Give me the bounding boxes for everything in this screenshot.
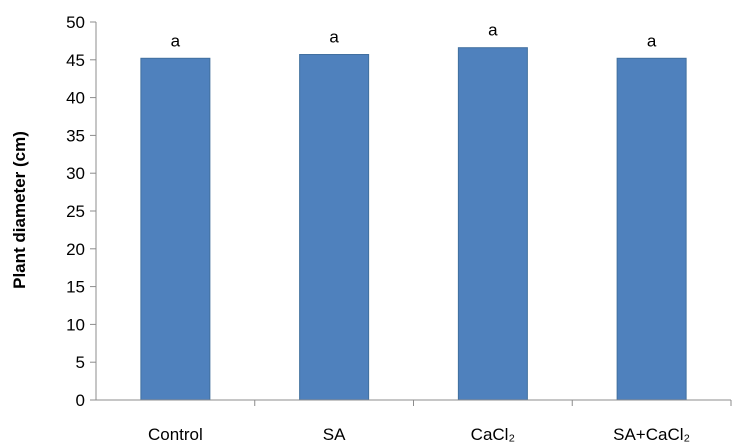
data-label-0: a (171, 31, 181, 50)
data-label-3: a (647, 31, 657, 50)
category-label-1: SA (323, 425, 346, 443)
bar-2 (457, 47, 528, 401)
plot-area: 0 5 10 15 20 25 30 35 40 45 50 a Control a SA a CaCl₂ a SA… (66, 13, 732, 443)
category-label-2: CaCl₂ (471, 425, 515, 443)
y-tick-label: 10 (66, 315, 85, 334)
data-label-2: a (488, 21, 498, 40)
bar-3 (616, 57, 687, 401)
y-tick-label: 40 (66, 89, 85, 108)
y-tick-label: 20 (66, 240, 85, 259)
y-tick-label: 15 (66, 278, 85, 297)
y-tick-label: 35 (66, 126, 85, 145)
y-tick-label: 50 (66, 13, 85, 32)
y-tick-label: 30 (66, 164, 85, 183)
category-label-0: Control (148, 425, 203, 443)
bar-1 (299, 54, 370, 401)
y-tick-label: 0 (76, 391, 85, 410)
data-label-1: a (329, 28, 339, 47)
y-tick-label: 45 (66, 51, 85, 70)
y-tick-label: 5 (76, 353, 85, 372)
category-label-3: SA+CaCl₂ (613, 425, 690, 443)
y-tick-label: 25 (66, 202, 85, 221)
bar-0 (140, 57, 211, 401)
y-axis-title: Plant diameter (cm) (10, 131, 29, 289)
